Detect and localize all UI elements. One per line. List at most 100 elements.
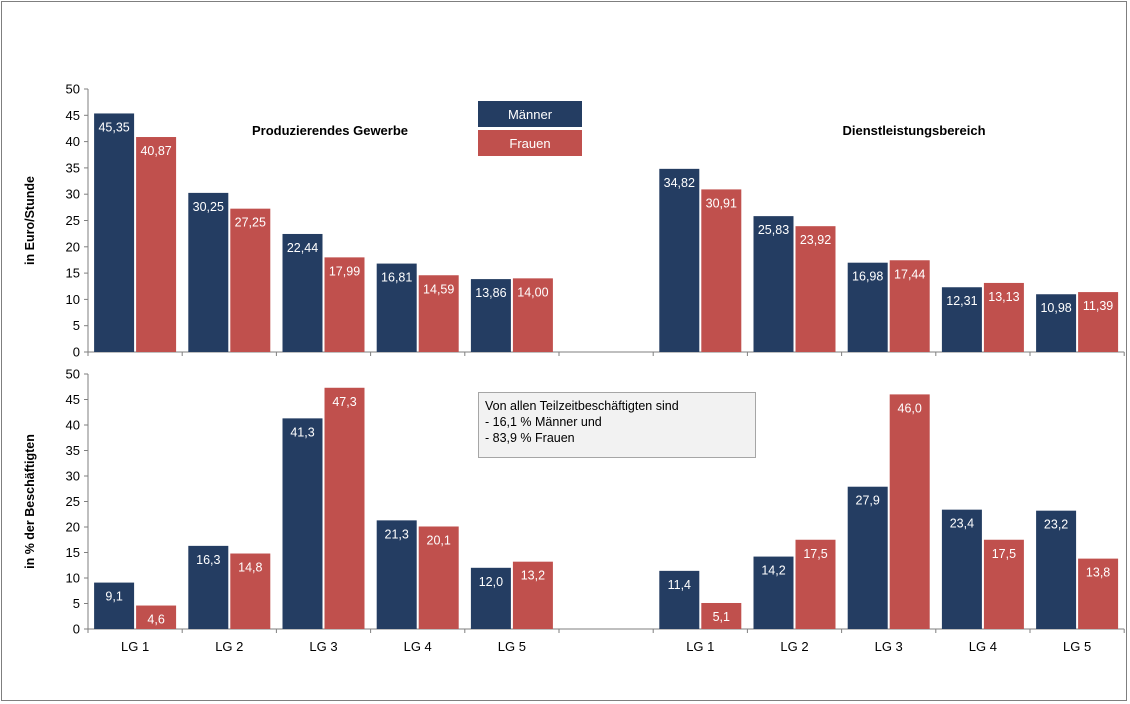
- bar-maenner: [470, 279, 511, 352]
- data-label: 27,9: [856, 494, 880, 508]
- section-title: Dienstleistungsbereich: [842, 123, 985, 138]
- legend-maenner: Männer: [478, 101, 582, 127]
- data-label: 47,3: [332, 395, 356, 409]
- data-label: 14,00: [517, 285, 548, 299]
- data-label: 12,31: [946, 294, 977, 308]
- y-tick-label: 50: [66, 82, 80, 97]
- x-tick-label: LG 5: [498, 639, 526, 654]
- y-tick-label: 15: [66, 545, 80, 560]
- data-label: 17,5: [992, 547, 1016, 561]
- note-line-2: - 16,1 % Männer und: [485, 415, 602, 429]
- data-label: 41,3: [290, 425, 314, 439]
- bar-maenner: [282, 233, 323, 352]
- data-label: 16,81: [381, 271, 412, 285]
- y-tick-label: 0: [73, 622, 80, 637]
- data-label: 34,82: [664, 176, 695, 190]
- data-label: 11,39: [1083, 299, 1113, 313]
- bar-maenner: [1036, 294, 1077, 352]
- y-tick-label: 5: [73, 596, 80, 611]
- x-tick-label: LG 1: [686, 639, 714, 654]
- bar-maenner: [94, 582, 135, 629]
- bar-frauen: [136, 137, 177, 352]
- data-label: 21,3: [385, 527, 409, 541]
- x-tick-label: LG 3: [875, 639, 903, 654]
- y-tick-label: 50: [66, 367, 80, 382]
- data-label: 13,2: [521, 569, 545, 583]
- data-label: 17,44: [894, 267, 925, 281]
- y-tick-label: 30: [66, 187, 80, 202]
- data-label: 25,83: [758, 223, 789, 237]
- y-tick-label: 40: [66, 418, 80, 433]
- bar-frauen: [512, 561, 553, 629]
- y-tick-label: 0: [73, 345, 80, 360]
- y-axis-title-2: in % der Beschäftigten: [23, 434, 37, 569]
- y-tick-label: 45: [66, 108, 80, 123]
- x-tick-label: LG 3: [309, 639, 337, 654]
- data-label: 16,3: [196, 553, 220, 567]
- bar-frauen: [983, 282, 1024, 352]
- data-label: 30,25: [193, 200, 224, 214]
- y-tick-label: 20: [66, 239, 80, 254]
- bar-frauen: [324, 387, 365, 629]
- data-label: 17,5: [803, 547, 827, 561]
- y-tick-label: 10: [66, 571, 80, 586]
- bar-frauen: [983, 539, 1024, 629]
- legend-maenner-label: Männer: [507, 106, 553, 122]
- y-tick-label: 30: [66, 469, 80, 484]
- bar-maenner: [659, 168, 700, 352]
- note-line-3: - 83,9 % Frauen: [485, 431, 575, 445]
- bar-maenner: [753, 556, 794, 629]
- bar-frauen: [889, 394, 930, 629]
- y-tick-label: 45: [66, 392, 80, 407]
- bar-frauen: [324, 257, 365, 352]
- y-tick-label: 15: [66, 266, 80, 281]
- data-label: 9,1: [105, 590, 122, 604]
- bar-maenner: [847, 262, 888, 352]
- data-label: 17,99: [329, 264, 360, 278]
- bar-maenner: [847, 486, 888, 629]
- data-label: 5,1: [713, 610, 730, 624]
- bar-maenner: [376, 263, 417, 352]
- data-label: 13,86: [475, 286, 506, 300]
- bar-frauen: [701, 602, 742, 629]
- y-axis-title-1: in Euro/Stunde: [23, 176, 37, 265]
- bar-frauen: [418, 275, 459, 352]
- data-label: 30,91: [706, 196, 737, 210]
- data-label: 11,4: [668, 578, 691, 592]
- data-label: 13,8: [1086, 566, 1110, 580]
- bar-maenner: [753, 216, 794, 352]
- bar-frauen: [795, 226, 836, 352]
- bar-maenner: [94, 113, 135, 352]
- bar-maenner: [376, 520, 417, 629]
- bar-maenner: [188, 545, 229, 629]
- x-tick-label: LG 2: [780, 639, 808, 654]
- bar-maenner: [1036, 510, 1077, 629]
- x-tick-label: LG 4: [404, 639, 432, 654]
- data-label: 46,0: [898, 401, 922, 415]
- data-label: 16,98: [852, 270, 883, 284]
- bar-maenner: [470, 567, 511, 629]
- note-line-1: Von allen Teilzeitbeschäftigten sind: [485, 399, 679, 413]
- bar-frauen: [230, 208, 271, 352]
- data-label: 12,0: [479, 575, 503, 589]
- bar-maenner: [941, 509, 982, 629]
- bar-frauen: [1078, 292, 1119, 352]
- bar-frauen: [701, 189, 742, 352]
- data-label: 23,92: [800, 233, 831, 247]
- y-tick-label: 35: [66, 160, 80, 175]
- data-label: 13,13: [988, 290, 1019, 304]
- x-tick-label: LG 4: [969, 639, 997, 654]
- legend-frauen: Frauen: [478, 130, 582, 156]
- data-label: 14,2: [761, 564, 785, 578]
- bar-frauen: [136, 605, 177, 629]
- x-tick-label: LG 2: [215, 639, 243, 654]
- bar-frauen: [230, 553, 271, 629]
- data-label: 23,4: [950, 517, 974, 531]
- y-tick-label: 20: [66, 520, 80, 535]
- x-tick-label: LG 5: [1063, 639, 1091, 654]
- bar-frauen: [795, 539, 836, 629]
- data-label: 45,35: [98, 120, 129, 134]
- y-tick-label: 25: [66, 213, 80, 228]
